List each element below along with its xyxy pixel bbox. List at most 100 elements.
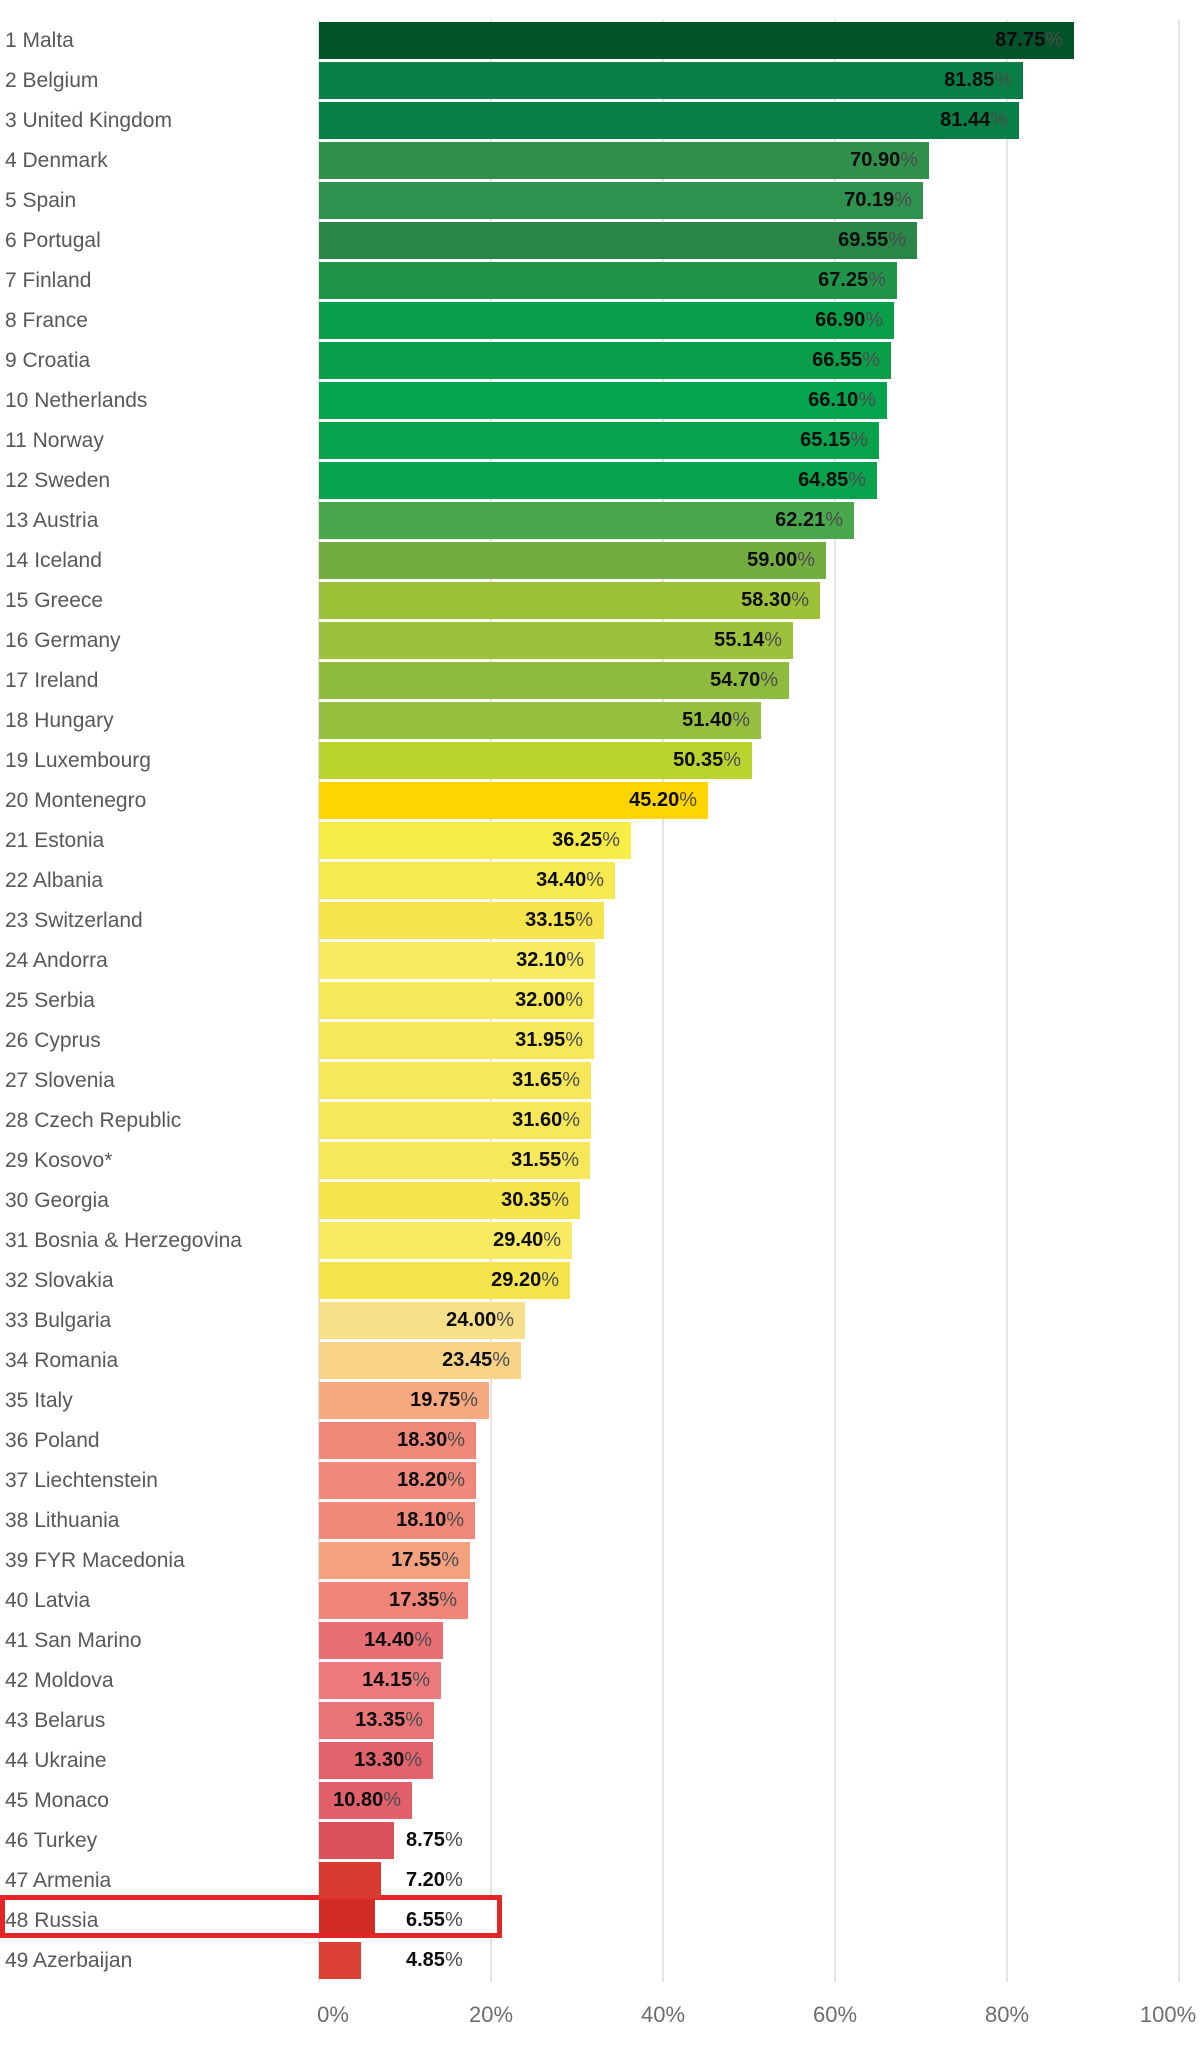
row-label-belgium: 2 Belgium [5, 69, 99, 92]
percent-sign: % [565, 1029, 583, 1051]
bar-montenegro[interactable] [319, 782, 708, 819]
row-label-france: 8 France [5, 309, 88, 332]
bar-azerbaijan[interactable] [319, 1942, 361, 1979]
percent-sign: % [764, 629, 782, 651]
value-number: 8.75 [406, 1829, 445, 1851]
row-label-slovenia: 27 Slovenia [5, 1069, 115, 1092]
value-label-lithuania: 18.10% [319, 1502, 464, 1539]
percent-sign: % [1045, 29, 1063, 51]
value-number: 65.15 [800, 429, 851, 451]
percent-sign: % [447, 1429, 465, 1451]
bar-luxembourg[interactable] [319, 742, 752, 779]
value-label-andorra: 32.10% [319, 942, 584, 979]
row-label-belarus: 43 Belarus [5, 1709, 106, 1732]
bar-monaco[interactable] [319, 1782, 412, 1819]
bar-cyprus[interactable] [319, 1022, 594, 1059]
bar-united-kingdom[interactable] [319, 102, 1019, 139]
percent-sign: % [602, 829, 620, 851]
bar-kosovo-[interactable] [319, 1142, 590, 1179]
bar-ireland[interactable] [319, 662, 789, 699]
value-label-estonia: 36.25% [319, 822, 620, 859]
bar-moldova[interactable] [319, 1662, 441, 1699]
bar-greece[interactable] [319, 582, 820, 619]
bar-ukraine[interactable] [319, 1742, 433, 1779]
value-label-italy: 19.75% [319, 1382, 478, 1419]
bar-slovakia[interactable] [319, 1262, 570, 1299]
bar-finland[interactable] [319, 262, 897, 299]
bar-armenia[interactable] [319, 1862, 381, 1899]
bar-lithuania[interactable] [319, 1502, 475, 1539]
row-label-liechtenstein: 37 Liechtenstein [5, 1469, 158, 1492]
bar-slovenia[interactable] [319, 1062, 591, 1099]
bar-sweden[interactable] [319, 462, 877, 499]
row-label-san-marino: 41 San Marino [5, 1629, 142, 1652]
bar-netherlands[interactable] [319, 382, 887, 419]
bar-portugal[interactable] [319, 222, 917, 259]
bar-russia[interactable] [319, 1900, 375, 1933]
value-number: 87.75 [995, 29, 1046, 51]
bar-san-marino[interactable] [319, 1622, 443, 1659]
percent-sign: % [575, 909, 593, 931]
percent-sign: % [412, 1669, 430, 1691]
gridline-60% [834, 20, 836, 1982]
bar-belgium[interactable] [319, 62, 1023, 99]
bar-romania[interactable] [319, 1342, 521, 1379]
percent-sign: % [446, 1509, 464, 1531]
row-label-moldova: 42 Moldova [5, 1669, 114, 1692]
bar-germany[interactable] [319, 622, 793, 659]
row-label-finland: 7 Finland [5, 269, 92, 292]
value-number: 66.55 [812, 349, 863, 371]
percent-sign: % [562, 1109, 580, 1131]
bar-hungary[interactable] [319, 702, 761, 739]
percent-sign: % [414, 1629, 432, 1651]
bar-iceland[interactable] [319, 542, 826, 579]
row-label-bulgaria: 33 Bulgaria [5, 1309, 112, 1332]
value-number: 69.55 [838, 229, 889, 251]
bar-belarus[interactable] [319, 1702, 434, 1739]
percent-sign: % [679, 789, 697, 811]
bar-latvia[interactable] [319, 1582, 468, 1619]
bar-croatia[interactable] [319, 342, 891, 379]
bar-liechtenstein[interactable] [319, 1462, 476, 1499]
value-number: 55.14 [714, 629, 765, 651]
value-label-malta: 87.75% [319, 22, 1063, 59]
value-number: 51.40 [682, 709, 733, 731]
bar-bosnia-herzegovina[interactable] [319, 1222, 572, 1259]
bar-spain[interactable] [319, 182, 923, 219]
value-number: 6.55 [406, 1909, 445, 1931]
value-label-romania: 23.45% [319, 1342, 510, 1379]
percent-sign: % [732, 709, 750, 731]
value-number: 31.95 [515, 1029, 566, 1051]
row-label-romania: 34 Romania [5, 1349, 119, 1372]
value-number: 29.40 [493, 1229, 544, 1251]
row-label-serbia: 25 Serbia [5, 989, 95, 1012]
bar-italy[interactable] [319, 1382, 489, 1419]
percent-sign: % [760, 669, 778, 691]
bar-czech-republic[interactable] [319, 1102, 591, 1139]
bar-malta[interactable] [319, 22, 1074, 59]
bar-bulgaria[interactable] [319, 1302, 525, 1339]
bar-fyr-macedonia[interactable] [319, 1542, 470, 1579]
bar-estonia[interactable] [319, 822, 631, 859]
bar-austria[interactable] [319, 502, 854, 539]
row-label-iceland: 14 Iceland [5, 549, 102, 572]
bar-switzerland[interactable] [319, 902, 604, 939]
bar-poland[interactable] [319, 1422, 476, 1459]
row-label-cyprus: 26 Cyprus [5, 1029, 101, 1052]
bar-turkey[interactable] [319, 1822, 394, 1859]
value-label-bosnia-herzegovina: 29.40% [319, 1222, 561, 1259]
bar-norway[interactable] [319, 422, 879, 459]
percent-sign: % [990, 109, 1008, 131]
value-label-san-marino: 14.40% [319, 1622, 432, 1659]
row-label-united-kingdom: 3 United Kingdom [5, 109, 172, 132]
bar-france[interactable] [319, 302, 894, 339]
bar-serbia[interactable] [319, 982, 594, 1019]
bar-denmark[interactable] [319, 142, 929, 179]
bar-andorra[interactable] [319, 942, 595, 979]
bar-albania[interactable] [319, 862, 615, 899]
row-label-austria: 13 Austria [5, 509, 99, 532]
bar-georgia[interactable] [319, 1182, 580, 1219]
percent-sign: % [447, 1469, 465, 1491]
x-axis-tick-80%: 80% [984, 2002, 1030, 2027]
